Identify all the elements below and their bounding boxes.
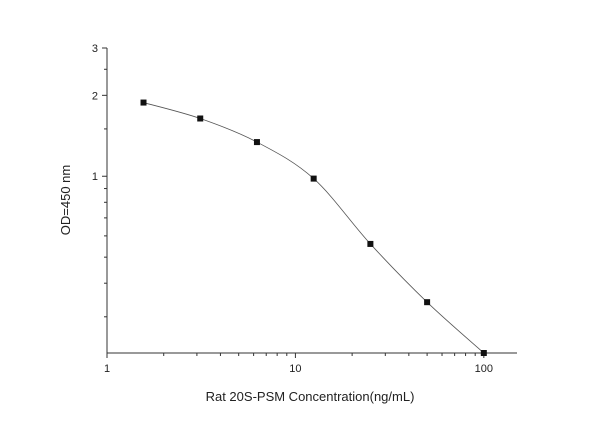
y-axis-title: OD=450 nm: [58, 165, 73, 235]
y-tick-label: 2: [92, 90, 98, 102]
y-tick-label: 1: [92, 171, 98, 183]
series-line: [143, 102, 485, 354]
y-tick-label: 3: [92, 43, 98, 55]
x-tick-label: 10: [289, 363, 301, 375]
data-point: [480, 350, 487, 356]
data-point: [253, 139, 260, 146]
plot-area: 1 10 100 1 2 3: [92, 43, 517, 375]
x-tick-label: 1: [104, 363, 110, 375]
data-point: [367, 240, 374, 247]
x-tick-label: 100: [475, 363, 493, 375]
data-point: [140, 99, 147, 106]
data-point: [197, 115, 204, 122]
data-point: [310, 175, 317, 182]
data-point: [424, 299, 431, 306]
x-axis-title: Rat 20S-PSM Concentration(ng/mL): [206, 389, 415, 404]
